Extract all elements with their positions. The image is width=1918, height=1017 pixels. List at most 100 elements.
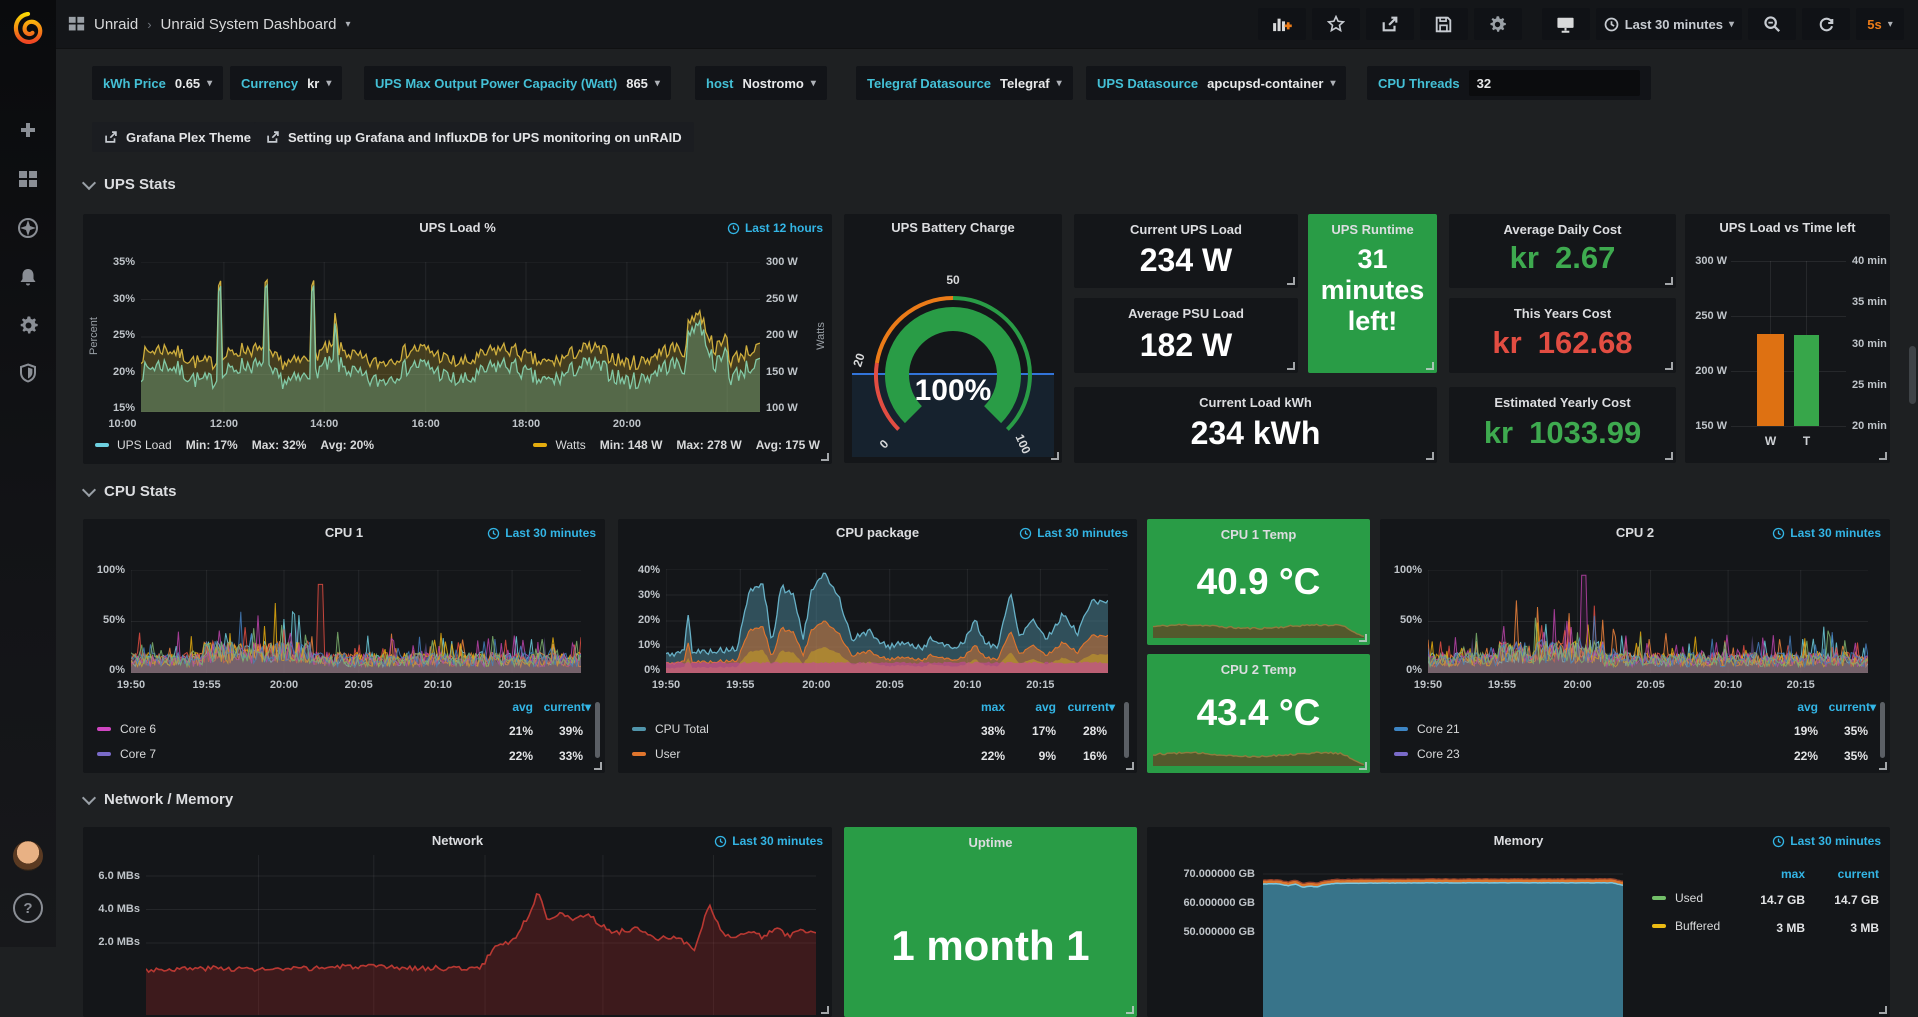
- legend-scrollbar[interactable]: [595, 702, 600, 758]
- variable-label: CPU Threads: [1378, 75, 1460, 91]
- panel-title[interactable]: Average PSU Load: [1128, 306, 1244, 321]
- y-axis-ticks: 70.000000 GB 60.000000 GB 50.000000 GB: [1183, 868, 1255, 938]
- variable-value-dropdown[interactable]: 865 ▾: [626, 75, 660, 91]
- legend-col-max[interactable]: max: [980, 700, 1005, 714]
- refresh-interval-picker[interactable]: 5s ▾: [1856, 8, 1904, 40]
- dashboard-link-plex-theme[interactable]: Grafana Plex Theme: [92, 122, 263, 152]
- panel-title[interactable]: CPU 1 Temp: [1220, 527, 1297, 542]
- panel-timerange-link[interactable]: Last 30 minutes: [1772, 526, 1881, 540]
- legend-col-current[interactable]: current▾: [1067, 700, 1115, 714]
- star-icon: [1326, 15, 1345, 33]
- legend-series[interactable]: Used: [1652, 891, 1703, 905]
- legend-series[interactable]: Core 7: [97, 747, 156, 761]
- legend-value: 35%: [1843, 724, 1868, 738]
- panel-title[interactable]: Uptime: [968, 835, 1013, 850]
- breadcrumb-folder[interactable]: Unraid: [94, 15, 139, 33]
- panel-title[interactable]: Average Daily Cost: [1503, 222, 1622, 237]
- legend-marker: [1394, 727, 1408, 731]
- amount: 162.68: [1537, 325, 1633, 360]
- title-caret-icon[interactable]: ▾: [345, 18, 351, 30]
- variable-value-dropdown[interactable]: Nostromo ▾: [742, 75, 816, 91]
- stat-value: 40.9 °C: [1196, 561, 1321, 602]
- panel-title[interactable]: Estimated Yearly Cost: [1494, 395, 1631, 410]
- legend-col-current[interactable]: current▾: [543, 700, 591, 714]
- section-ups-stats[interactable]: UPS Stats: [81, 175, 176, 193]
- panel-title[interactable]: Current Load kWh: [1199, 395, 1312, 410]
- caret-down-icon: ▾: [207, 77, 213, 89]
- variable-value-dropdown[interactable]: kr ▾: [307, 75, 332, 91]
- variable-value-dropdown[interactable]: apcupsd-container ▾: [1207, 75, 1336, 91]
- dashboard-link-ups-monitoring[interactable]: Setting up Grafana and InfluxDB for UPS …: [254, 122, 694, 152]
- legend-value: 19%: [1793, 724, 1818, 738]
- legend-col-avg[interactable]: avg: [1035, 700, 1056, 714]
- sidebar-alerting-button[interactable]: [0, 259, 56, 295]
- panel-title[interactable]: Current UPS Load: [1130, 222, 1242, 237]
- legend-series-name[interactable]: UPS Load: [117, 438, 172, 452]
- legend-col-avg[interactable]: avg: [512, 700, 533, 714]
- bar-y-ticks-left: 300 W 250 W 200 W 150 W: [1695, 255, 1727, 432]
- variable-value-dropdown[interactable]: Telegraf ▾: [1000, 75, 1062, 91]
- ups-load-chart: [141, 262, 760, 412]
- sidebar-configuration-button[interactable]: [0, 307, 56, 343]
- legend-series[interactable]: Core 21: [1394, 722, 1460, 736]
- panel-title[interactable]: CPU 2 Temp: [1220, 662, 1297, 677]
- user-avatar[interactable]: [0, 838, 56, 874]
- sidebar-server-admin-button[interactable]: [0, 355, 56, 391]
- panel-title[interactable]: CPU 2: [1615, 525, 1655, 540]
- panel-title[interactable]: UPS Battery Charge: [891, 220, 1015, 235]
- star-dashboard-button[interactable]: [1311, 8, 1360, 40]
- panel-title[interactable]: Network: [431, 833, 484, 848]
- section-network-memory[interactable]: Network / Memory: [81, 790, 233, 808]
- panel-timerange-link[interactable]: Last 30 minutes: [1019, 526, 1128, 540]
- share-dashboard-button[interactable]: [1365, 8, 1414, 40]
- bell-icon: [20, 269, 36, 286]
- sidebar-explore-button[interactable]: [0, 210, 56, 246]
- panel-timerange-link[interactable]: Last 12 hours: [727, 221, 823, 235]
- legend-col-avg[interactable]: avg: [1797, 700, 1818, 714]
- legend-col-max[interactable]: max: [1780, 867, 1805, 881]
- panel-title[interactable]: UPS Load vs Time left: [1719, 220, 1856, 235]
- panel-title[interactable]: This Years Cost: [1513, 306, 1612, 321]
- legend-series-name[interactable]: Watts: [555, 438, 586, 452]
- dashboard-title[interactable]: Unraid System Dashboard: [160, 15, 337, 33]
- sidebar-dashboards-button[interactable]: [0, 162, 56, 198]
- variable-kwh-price: kWh Price 0.65 ▾: [92, 66, 224, 100]
- sidebar-create-button[interactable]: [0, 112, 56, 148]
- panel-title[interactable]: UPS Runtime: [1331, 222, 1414, 237]
- time-range-picker[interactable]: Last 30 minutes ▾: [1595, 8, 1742, 40]
- add-panel-button[interactable]: [1257, 8, 1306, 40]
- panel-title[interactable]: UPS Load %: [419, 220, 496, 235]
- cpu-threads-input[interactable]: 32: [1468, 70, 1640, 96]
- legend-series[interactable]: Core 23: [1394, 747, 1460, 761]
- panel-title[interactable]: CPU 1: [324, 525, 364, 540]
- zoom-out-time-button[interactable]: [1748, 8, 1796, 40]
- legend-ups-load: UPS Load Min: 17% Max: 32% Avg: 20%: [95, 438, 374, 452]
- legend-series[interactable]: Core 6: [97, 722, 156, 736]
- sidebar-help-button[interactable]: ?: [0, 890, 56, 926]
- legend-series[interactable]: User: [632, 747, 680, 761]
- page-scrollbar-thumb[interactable]: [1909, 346, 1916, 404]
- legend-series[interactable]: Buffered: [1652, 919, 1720, 933]
- dashboard-settings-button[interactable]: [1473, 8, 1522, 40]
- panel-timerange-link[interactable]: Last 30 minutes: [714, 834, 823, 848]
- time-range-label: Last 30 minutes: [1624, 16, 1723, 32]
- legend-marker: [95, 443, 109, 447]
- section-cpu-stats[interactable]: CPU Stats: [81, 482, 177, 500]
- grafana-logo[interactable]: [0, 8, 56, 48]
- legend-scrollbar[interactable]: [1124, 702, 1129, 758]
- legend-col-current[interactable]: current: [1837, 867, 1879, 881]
- panel-title[interactable]: CPU package: [835, 525, 920, 540]
- panel-title[interactable]: Memory: [1493, 833, 1544, 848]
- legend-scrollbar[interactable]: [1880, 702, 1885, 758]
- refresh-button[interactable]: [1802, 8, 1850, 40]
- panel-timerange-link[interactable]: Last 30 minutes: [487, 526, 596, 540]
- legend-col-current[interactable]: current▾: [1828, 700, 1876, 714]
- panel-timerange-link[interactable]: Last 30 minutes: [1772, 834, 1881, 848]
- cycle-view-mode-button[interactable]: [1541, 8, 1590, 40]
- variable-label: Currency: [241, 75, 299, 91]
- variable-label: kWh Price: [103, 75, 166, 91]
- save-dashboard-button[interactable]: [1419, 8, 1468, 40]
- legend-series[interactable]: CPU Total: [632, 722, 709, 736]
- variable-value-dropdown[interactable]: 0.65 ▾: [174, 75, 213, 91]
- page-scrollbar: [1909, 0, 1916, 947]
